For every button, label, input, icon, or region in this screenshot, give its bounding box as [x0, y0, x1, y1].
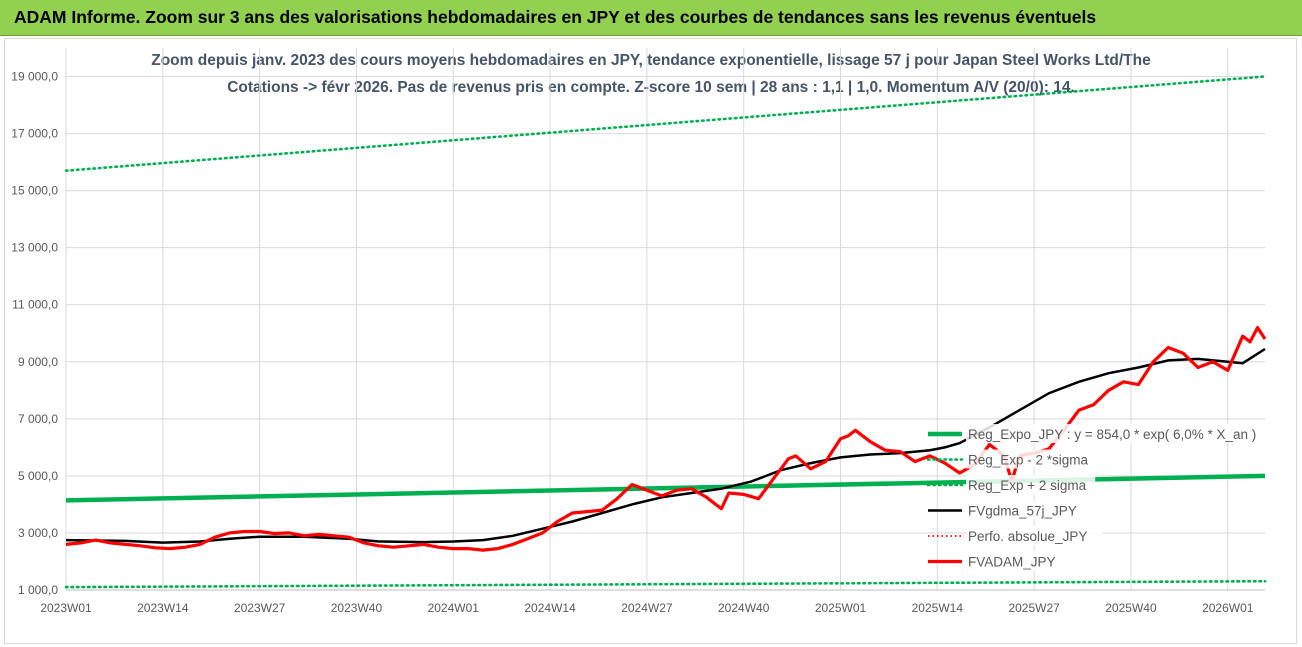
page-title: ADAM Informe. Zoom sur 3 ans des valoris…	[14, 7, 1097, 27]
chart-frame	[4, 38, 1297, 644]
chart-title-line-2: Cotations -> févr 2026. Pas de revenus p…	[227, 79, 1075, 96]
chart-title-line-1: Zoom depuis janv. 2023 des cours moyens …	[151, 52, 1151, 69]
header-bar: ADAM Informe. Zoom sur 3 ans des valoris…	[0, 0, 1302, 36]
